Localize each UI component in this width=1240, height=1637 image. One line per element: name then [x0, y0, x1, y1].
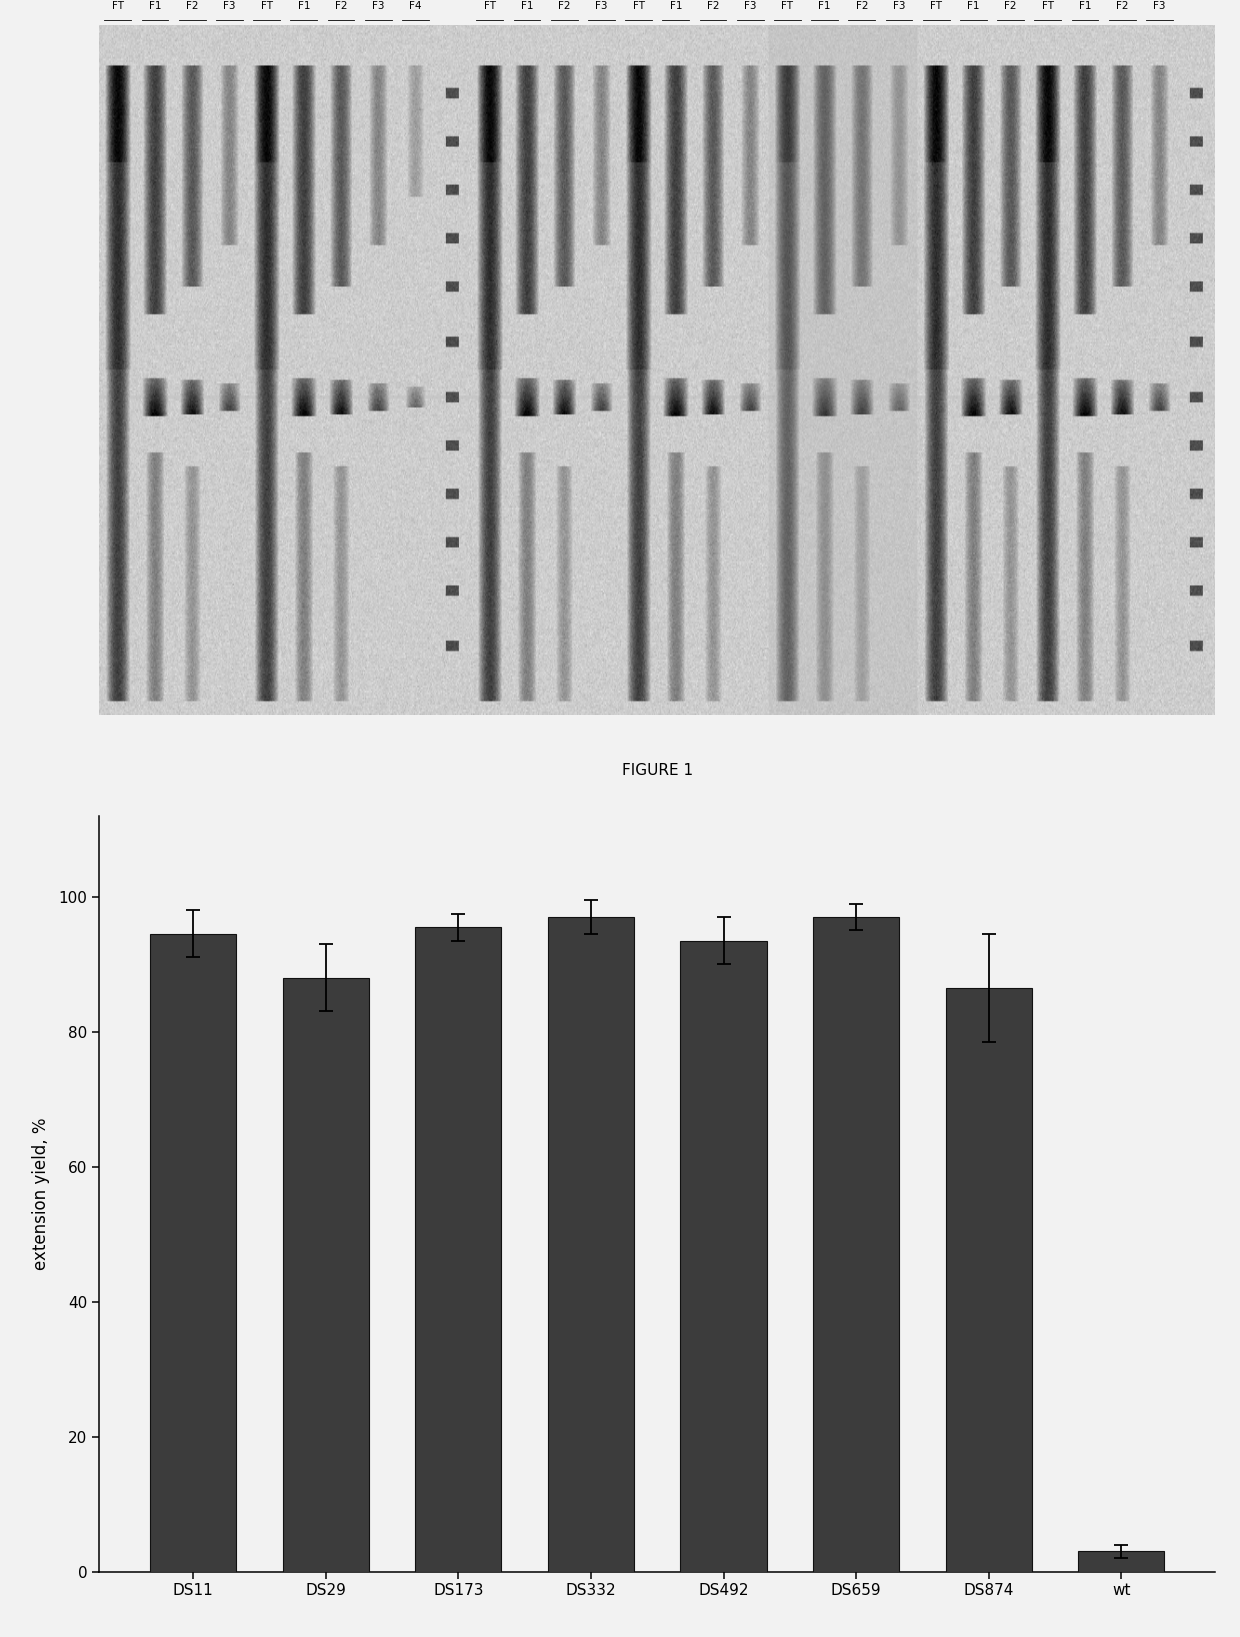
Text: FT: FT: [260, 0, 273, 11]
Y-axis label: extension yield, %: extension yield, %: [32, 1118, 50, 1270]
Text: F3: F3: [1153, 0, 1166, 11]
Text: F1: F1: [149, 0, 161, 11]
Text: F2: F2: [707, 0, 719, 11]
Text: FT: FT: [1042, 0, 1054, 11]
Bar: [150, 933, 236, 1572]
Text: F3: F3: [595, 0, 608, 11]
Bar: [813, 917, 899, 1572]
Bar: [681, 941, 766, 1572]
Text: FT: FT: [930, 0, 942, 11]
Bar: [1079, 1552, 1164, 1572]
Text: F2: F2: [1116, 0, 1128, 11]
Text: F3: F3: [893, 0, 905, 11]
Text: FIGURE 1: FIGURE 1: [621, 763, 693, 778]
Text: F1: F1: [670, 0, 682, 11]
Text: FT: FT: [112, 0, 124, 11]
Text: FT: FT: [484, 0, 496, 11]
Text: F1: F1: [967, 0, 980, 11]
Text: F2: F2: [1004, 0, 1017, 11]
Text: F2: F2: [558, 0, 570, 11]
Text: F3: F3: [223, 0, 236, 11]
Text: FT: FT: [632, 0, 645, 11]
Text: F2: F2: [335, 0, 347, 11]
Bar: [548, 917, 634, 1572]
Text: F1: F1: [298, 0, 310, 11]
Text: F1: F1: [521, 0, 533, 11]
Bar: [415, 927, 501, 1572]
Text: F1: F1: [1079, 0, 1091, 11]
Text: F3: F3: [744, 0, 756, 11]
Bar: [946, 987, 1032, 1572]
Text: FT: FT: [781, 0, 794, 11]
Bar: [283, 977, 368, 1572]
Text: F2: F2: [856, 0, 868, 11]
Text: F2: F2: [186, 0, 198, 11]
Text: F3: F3: [372, 0, 384, 11]
Text: F4: F4: [409, 0, 422, 11]
Text: F1: F1: [818, 0, 831, 11]
